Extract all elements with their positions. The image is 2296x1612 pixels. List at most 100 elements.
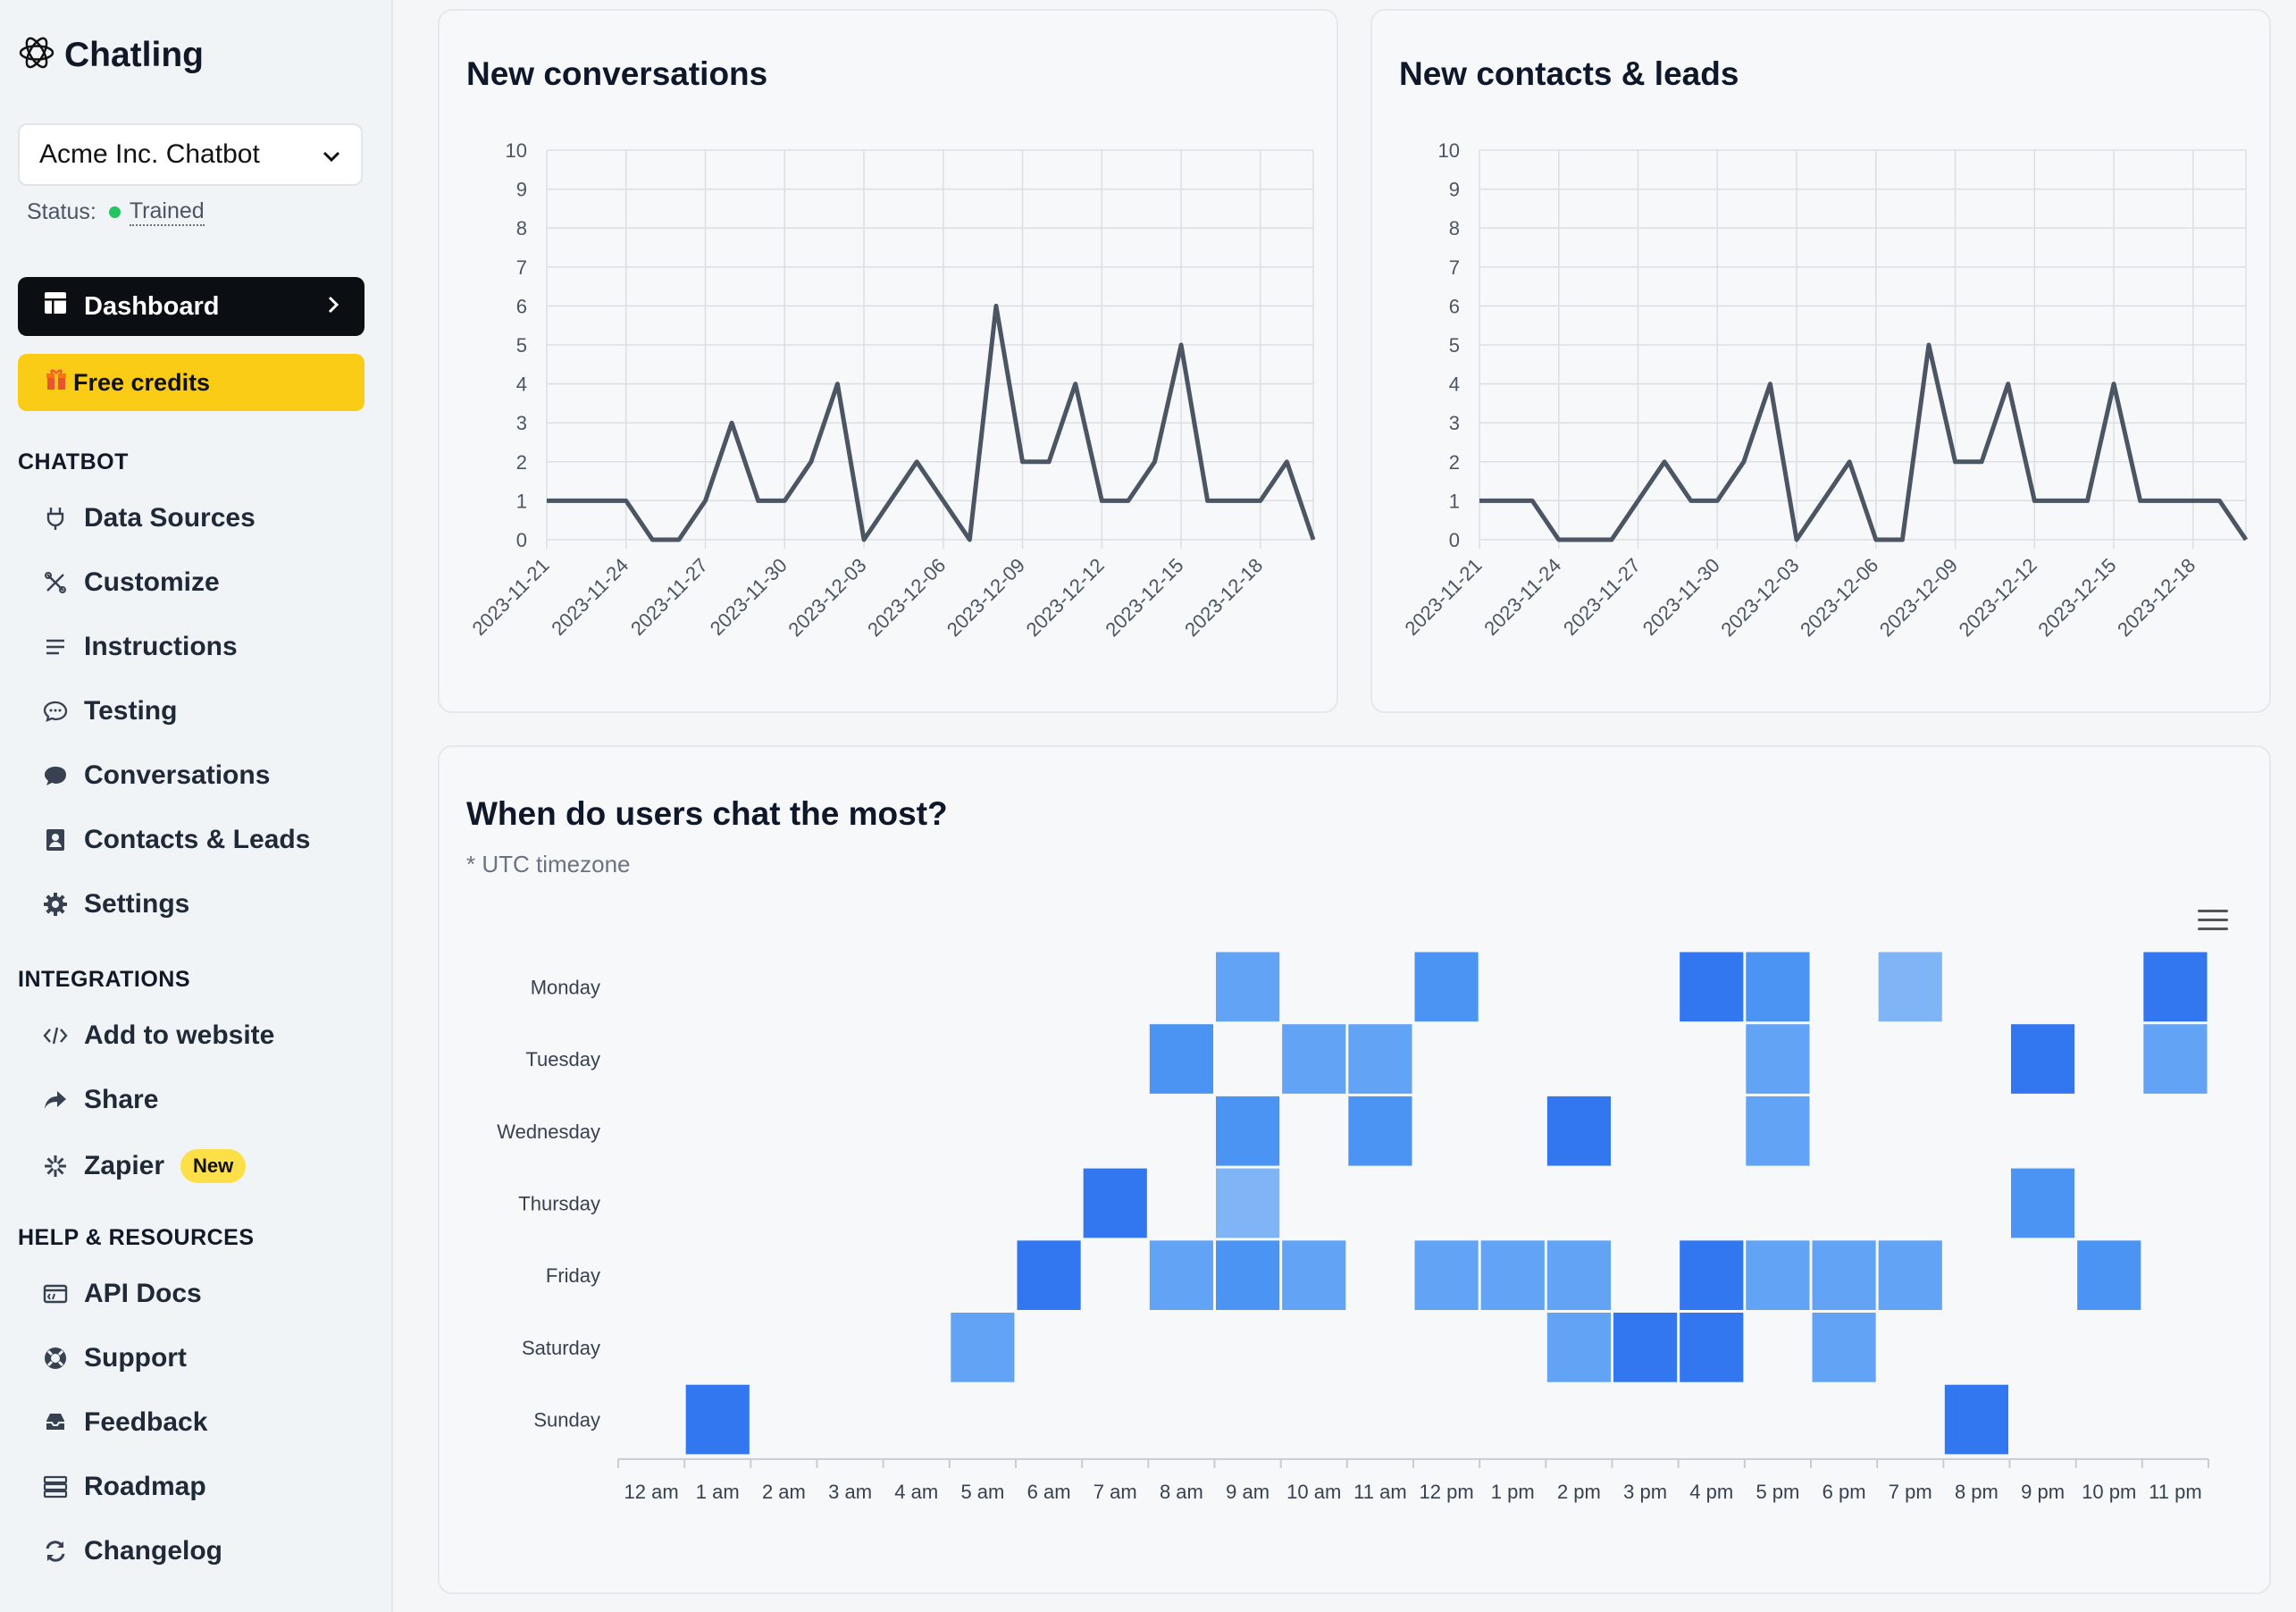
y-tick-label: 3 (1449, 412, 1460, 434)
heatmap-cell (2143, 1313, 2208, 1382)
x-tick-label: 2023-11-24 (547, 554, 633, 640)
sidebar-item-conversations[interactable]: Conversations (43, 760, 270, 791)
heatmap-cell (1944, 1313, 2008, 1382)
heatmap-cell (1282, 1384, 1346, 1455)
heatmap-cell (1216, 1168, 1280, 1238)
heatmap-col-label: 8 pm (1955, 1481, 1999, 1503)
sidebar-item-contacts-leads[interactable]: Contacts & Leads (43, 825, 310, 855)
heatmap-col-label: 8 am (1160, 1481, 1203, 1503)
sidebar-item-data-sources[interactable]: Data Sources (43, 503, 256, 533)
heatmap-cell (1878, 1240, 1942, 1310)
heatmap-cell (951, 1240, 1015, 1310)
heatmap-cell (1282, 1024, 1346, 1094)
chatbot-select[interactable]: Acme Inc. Chatbot (18, 123, 363, 186)
x-tick-label: 2023-12-03 (1716, 554, 1803, 641)
gift-icon (45, 368, 68, 398)
sidebar-item-label: Share (84, 1085, 159, 1114)
heatmap-cell (1348, 952, 1412, 1022)
heatmap-cell (2011, 952, 2075, 1022)
heatmap-cell (1944, 1024, 2008, 1094)
heatmap-cell (751, 1168, 816, 1238)
heatmap-cell (884, 1024, 949, 1094)
heatmap-cell (2077, 1096, 2141, 1166)
heatmap-cell (685, 1313, 750, 1382)
heatmap-cell (1083, 1024, 1147, 1094)
heatmap-cell (1480, 1168, 1545, 1238)
heatmap-col-label: 7 pm (1889, 1481, 1932, 1503)
heatmap-col-label: 9 am (1226, 1481, 1270, 1503)
heatmap-cell (1414, 1240, 1479, 1310)
heatmap-cell (1613, 1240, 1678, 1310)
sidebar-item-share[interactable]: Share (43, 1085, 158, 1115)
new-contacts-title: New contacts & leads (1399, 55, 1739, 92)
x-tick-label: 2023-12-15 (2033, 554, 2120, 641)
brand[interactable]: Chatling (18, 34, 204, 76)
y-tick-label: 4 (1449, 374, 1460, 396)
heatmap-cell (1414, 1384, 1479, 1455)
heatmap-cell (751, 1240, 816, 1310)
heatmap-cell (2143, 1024, 2208, 1094)
y-tick-label: 0 (516, 529, 527, 551)
dashboard-button[interactable]: Dashboard (18, 277, 365, 336)
heatmap-cell (1348, 1384, 1412, 1455)
nav-section-title: INTEGRATIONS (18, 967, 191, 992)
heatmap-cell (884, 952, 949, 1022)
heatmap-cell (1414, 952, 1479, 1022)
sidebar-item-instructions[interactable]: Instructions (43, 632, 238, 662)
sidebar-item-label: Changelog (84, 1536, 222, 1566)
heatmap-row-label: Sunday (533, 1409, 600, 1431)
heatmap-cell (619, 1096, 683, 1166)
heatmap-cell (1746, 1384, 1810, 1455)
heatmap-cell (1282, 1240, 1346, 1310)
y-tick-label: 0 (1449, 529, 1460, 551)
heatmap-cell (685, 1024, 750, 1094)
series-line (547, 303, 1316, 542)
y-tick-label: 1 (1449, 490, 1460, 512)
sidebar-item-roadmap[interactable]: Roadmap (43, 1472, 206, 1502)
new-contacts-chart: 0123456789102023-11-212023-11-242023-11-… (1400, 139, 2249, 641)
heatmap-row-label: Wednesday (497, 1121, 600, 1143)
heatmap-cell (619, 952, 683, 1022)
heatmap-cell (2143, 1240, 2208, 1310)
heatmap-cell (1944, 952, 2008, 1022)
heatmap-cell (951, 1313, 1015, 1382)
heatmap-cell (818, 1096, 883, 1166)
share-arrow-icon (43, 1087, 68, 1112)
heatmap-cell (1878, 1168, 1942, 1238)
heatmap-cell (1149, 1096, 1213, 1166)
scissors-icon (43, 570, 68, 595)
heatmap-cell (1083, 1168, 1147, 1238)
sidebar-item-add-to-website[interactable]: Add to website (43, 1020, 274, 1051)
heatmap-cell (1348, 1313, 1412, 1382)
y-tick-label: 5 (516, 334, 527, 357)
chart-menu-icon[interactable] (2198, 910, 2228, 936)
heatmap-col-label: 4 am (894, 1481, 938, 1503)
heatmap-cell (1878, 1313, 1942, 1382)
heatmap-cell (1680, 1024, 1744, 1094)
free-credits-button[interactable]: Free credits (18, 354, 365, 411)
heatmap-cell (2011, 1096, 2075, 1166)
sidebar-item-customize[interactable]: Customize (43, 567, 220, 598)
sidebar-item-zapier[interactable]: Zapier New (43, 1149, 247, 1183)
heatmap-cell (1480, 1096, 1545, 1166)
heatmap-col-label: 3 pm (1623, 1481, 1667, 1503)
heatmap-cell (1944, 1096, 2008, 1166)
chevron-down-icon (322, 139, 341, 170)
heatmap-cell (1480, 1240, 1545, 1310)
x-tick-label: 2023-12-09 (1875, 554, 1962, 641)
sidebar-item-api-docs[interactable]: API Docs (43, 1279, 202, 1309)
y-tick-label: 4 (516, 374, 527, 396)
heatmap-cell (1613, 1168, 1678, 1238)
sidebar-item-changelog[interactable]: Changelog (43, 1536, 222, 1566)
sidebar-item-label: Support (84, 1343, 187, 1373)
x-tick-label: 2023-11-21 (467, 554, 553, 640)
heatmap-cell (1017, 1313, 1081, 1382)
x-tick-label: 2023-11-21 (1400, 554, 1486, 640)
heatmap-cell (1083, 952, 1147, 1022)
status-dot-icon (108, 206, 121, 218)
sidebar-item-feedback[interactable]: Feedback (43, 1407, 207, 1438)
status-value[interactable]: Trained (129, 198, 205, 226)
sidebar-item-settings[interactable]: Settings (43, 889, 189, 919)
sidebar-item-support[interactable]: Support (43, 1343, 187, 1373)
sidebar-item-testing[interactable]: Testing (43, 696, 177, 726)
